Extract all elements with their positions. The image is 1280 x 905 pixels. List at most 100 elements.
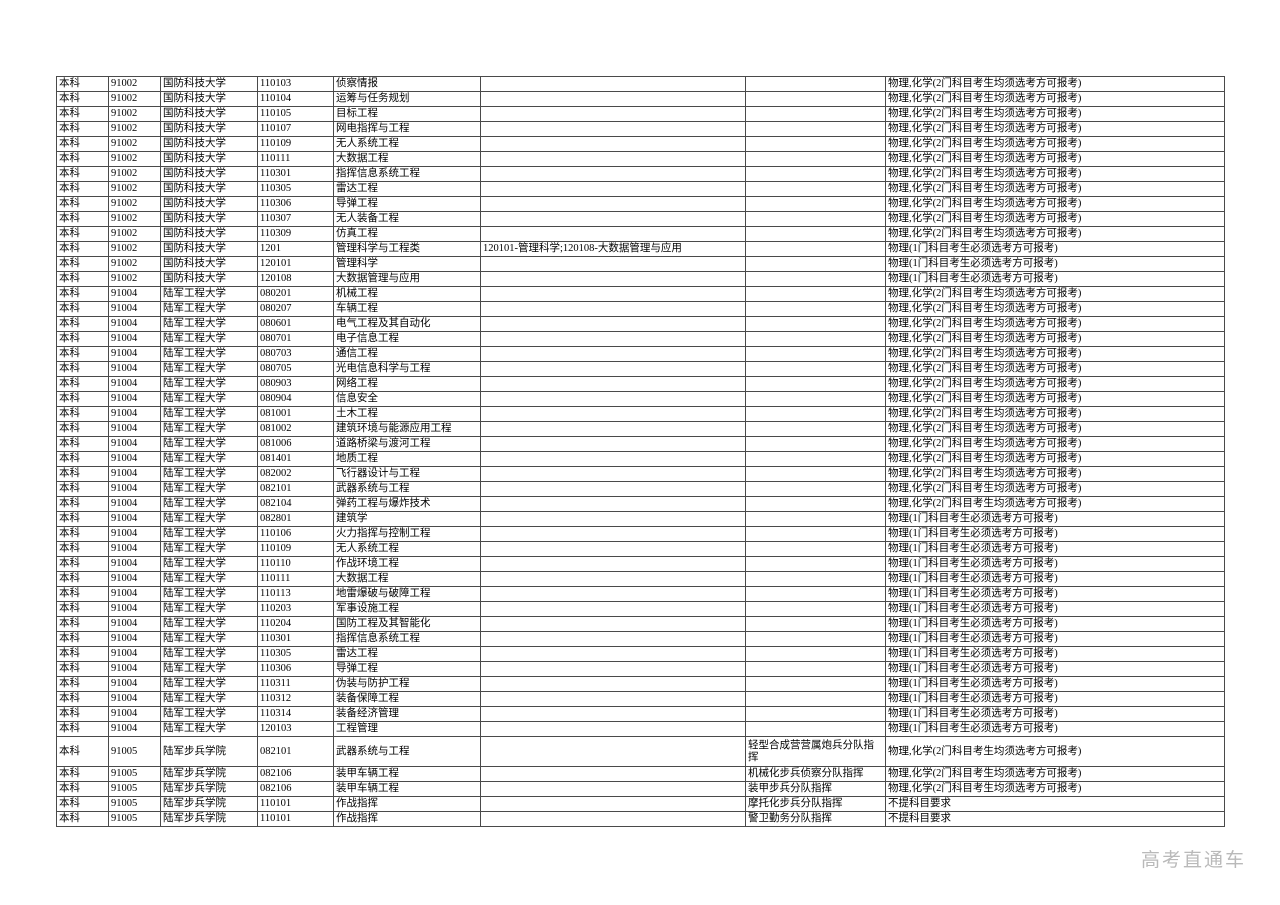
cell-major-code: 120101 (257, 256, 334, 272)
cell-direction (745, 496, 886, 512)
cell-requirement: 物理,化学(2门科目考生均须选考方可报考) (885, 481, 1225, 497)
cell-level: 本科 (56, 481, 109, 497)
cell-requirement: 物理(1门科目考生必须选考方可报考) (885, 586, 1225, 602)
cell-major-code: 080705 (257, 361, 334, 377)
cell-major-name: 装备经济管理 (333, 706, 481, 722)
cell-direction (745, 526, 886, 542)
cell-requirement: 物理,化学(2门科目考生均须选考方可报考) (885, 106, 1225, 122)
cell-school-code: 91004 (108, 331, 161, 347)
cell-direction (745, 676, 886, 692)
cell-school-name: 国防科技大学 (160, 151, 258, 167)
cell-school-code: 91004 (108, 301, 161, 317)
cell-school-name: 陆军工程大学 (160, 361, 258, 377)
table-row: 本科 91004 陆军工程大学 080207 车辆工程 物理,化学(2门科目考生均须选考方… (56, 301, 1225, 317)
cell-school-code: 91004 (108, 511, 161, 527)
cell-level: 本科 (56, 331, 109, 347)
table-row: 本科 91004 陆军工程大学 080701 电子信息工程 物理,化学(2门科目考生均须选… (56, 331, 1225, 347)
table-row: 本科 91004 陆军工程大学 082101 武器系统与工程 物理,化学(2门科目考生均须… (56, 481, 1225, 497)
cell-contains (480, 736, 746, 767)
cell-major-name: 地质工程 (333, 451, 481, 467)
cell-major-code: 110107 (257, 121, 334, 137)
cell-school-name: 陆军步兵学院 (160, 781, 258, 797)
cell-contains (480, 526, 746, 542)
cell-requirement: 物理(1门科目考生必须选考方可报考) (885, 556, 1225, 572)
cell-major-name: 武器系统与工程 (333, 481, 481, 497)
cell-level: 本科 (56, 646, 109, 662)
cell-level: 本科 (56, 571, 109, 587)
table-row: 本科 91004 陆军工程大学 110314 装备经济管理 物理(1门科目考生必须选考方可… (56, 706, 1225, 722)
cell-school-name: 陆军工程大学 (160, 496, 258, 512)
cell-contains (480, 496, 746, 512)
cell-direction (745, 346, 886, 362)
cell-level: 本科 (56, 346, 109, 362)
cell-level: 本科 (56, 721, 109, 737)
cell-direction (745, 136, 886, 152)
cell-direction (745, 631, 886, 647)
cell-contains (480, 616, 746, 632)
cell-school-code: 91004 (108, 436, 161, 452)
cell-major-name: 飞行器设计与工程 (333, 466, 481, 482)
cell-level: 本科 (56, 106, 109, 122)
cell-major-code: 110307 (257, 211, 334, 227)
cell-school-code: 91004 (108, 391, 161, 407)
cell-level: 本科 (56, 526, 109, 542)
cell-contains (480, 676, 746, 692)
cell-requirement: 物理(1门科目考生必须选考方可报考) (885, 631, 1225, 647)
cell-school-code: 91004 (108, 541, 161, 557)
cell-requirement: 物理,化学(2门科目考生均须选考方可报考) (885, 121, 1225, 137)
cell-direction (745, 241, 886, 257)
cell-contains (480, 571, 746, 587)
cell-contains (480, 376, 746, 392)
cell-level: 本科 (56, 211, 109, 227)
table-row: 本科 91004 陆军工程大学 120103 工程管理 物理(1门科目考生必须选考方可报考… (56, 721, 1225, 737)
cell-major-name: 信息安全 (333, 391, 481, 407)
table-row: 本科 91004 陆军工程大学 080601 电气工程及其自动化 物理,化学(2门科目考生… (56, 316, 1225, 332)
cell-direction (745, 436, 886, 452)
cell-school-name: 陆军步兵学院 (160, 766, 258, 782)
cell-school-code: 91004 (108, 601, 161, 617)
cell-direction: 装甲步兵分队指挥 (745, 781, 886, 797)
cell-major-name: 通信工程 (333, 346, 481, 362)
cell-school-name: 国防科技大学 (160, 121, 258, 137)
table-row: 本科 91004 陆军工程大学 082104 弹药工程与爆炸技术 物理,化学(2门科目考生… (56, 496, 1225, 512)
table-row: 本科 91004 陆军工程大学 081006 道路桥梁与渡河工程 物理,化学(2门科目考生… (56, 436, 1225, 452)
cell-school-name: 陆军工程大学 (160, 376, 258, 392)
cell-direction (745, 91, 886, 107)
cell-requirement: 物理,化学(2门科目考生均须选考方可报考) (885, 496, 1225, 512)
cell-major-name: 运筹与任务规划 (333, 91, 481, 107)
cell-school-code: 91004 (108, 646, 161, 662)
cell-major-name: 作战指挥 (333, 811, 481, 827)
cell-level: 本科 (56, 436, 109, 452)
cell-school-name: 国防科技大学 (160, 241, 258, 257)
cell-school-name: 国防科技大学 (160, 106, 258, 122)
table-row: 本科 91004 陆军工程大学 110111 大数据工程 物理(1门科目考生必须选考方可报… (56, 571, 1225, 587)
table-row: 本科 91004 陆军工程大学 082801 建筑学 物理(1门科目考生必须选考方可报考) (56, 511, 1225, 527)
cell-major-name: 伪装与防护工程 (333, 676, 481, 692)
cell-level: 本科 (56, 781, 109, 797)
cell-school-name: 陆军工程大学 (160, 286, 258, 302)
cell-requirement: 物理,化学(2门科目考生均须选考方可报考) (885, 736, 1225, 767)
cell-contains (480, 181, 746, 197)
cell-school-code: 91004 (108, 571, 161, 587)
cell-requirement: 物理(1门科目考生必须选考方可报考) (885, 256, 1225, 272)
cell-major-code: 110305 (257, 646, 334, 662)
spreadsheet-sheet: 本科 91002 国防科技大学 110103 侦察情报 物理,化学(2门科目考生均须选考方… (56, 76, 1225, 827)
cell-contains (480, 541, 746, 557)
cell-major-code: 110109 (257, 541, 334, 557)
cell-major-code: 080703 (257, 346, 334, 362)
table-row: 本科 91004 陆军工程大学 081401 地质工程 物理,化学(2门科目考生均须选考方… (56, 451, 1225, 467)
cell-school-name: 陆军步兵学院 (160, 796, 258, 812)
cell-school-code: 91002 (108, 106, 161, 122)
table-row: 本科 91005 陆军步兵学院 110101 作战指挥 摩托化步兵分队指挥 不提科目要求 (56, 796, 1225, 812)
cell-contains (480, 211, 746, 227)
cell-contains (480, 151, 746, 167)
cell-contains (480, 631, 746, 647)
cell-school-name: 陆军工程大学 (160, 601, 258, 617)
cell-major-code: 110111 (257, 571, 334, 587)
cell-level: 本科 (56, 256, 109, 272)
cell-school-code: 91004 (108, 556, 161, 572)
cell-level: 本科 (56, 286, 109, 302)
cell-school-code: 91002 (108, 181, 161, 197)
cell-level: 本科 (56, 631, 109, 647)
cell-requirement: 物理(1门科目考生必须选考方可报考) (885, 541, 1225, 557)
